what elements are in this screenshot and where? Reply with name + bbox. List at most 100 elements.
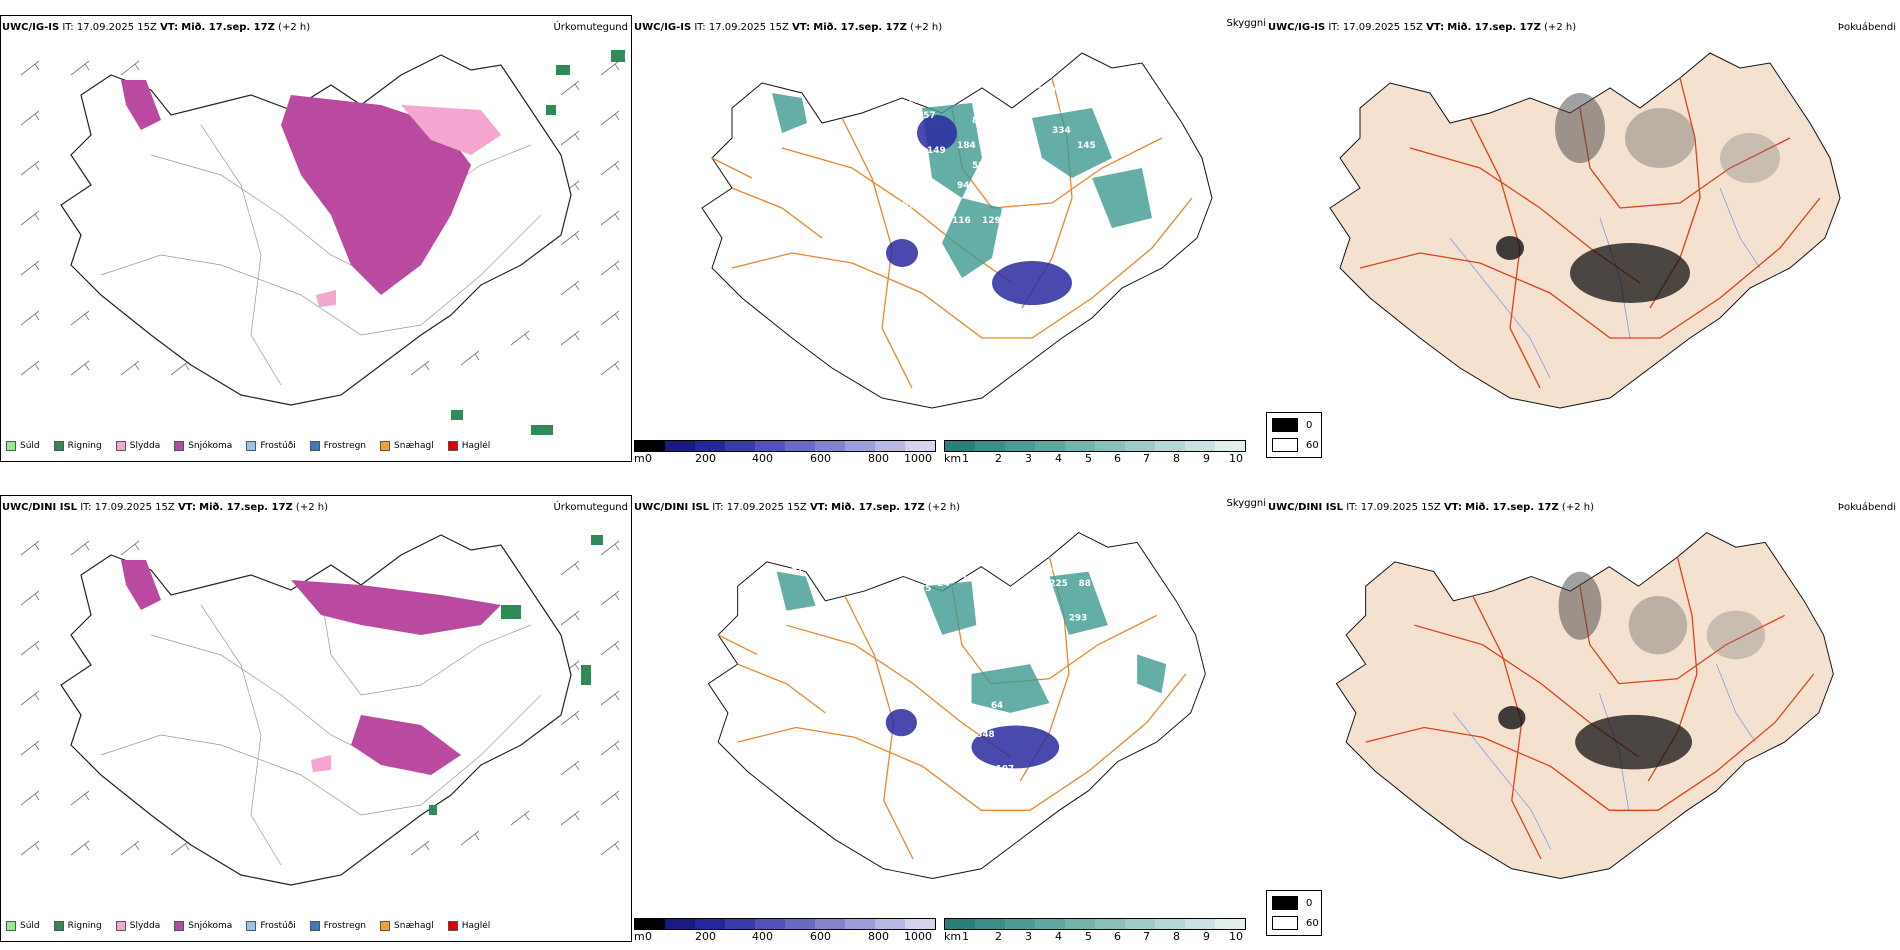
- legend-item: Rigning: [53, 441, 102, 451]
- legend-label: Slydda: [129, 441, 161, 451]
- station-value-label: 11: [777, 550, 789, 560]
- station-value-label: 149: [928, 638, 946, 648]
- legend-label: Súld: [20, 921, 40, 931]
- ceiling-tick: 200: [695, 930, 716, 943]
- station-value-label: 184: [957, 141, 976, 151]
- cbar-segment: [665, 441, 695, 451]
- station-value-label: 116: [952, 216, 971, 226]
- legend-swatch: [380, 921, 391, 931]
- visibility-tick: 9: [1203, 930, 1210, 943]
- legend-label: Slydda: [129, 921, 161, 931]
- cbar-segment: [1155, 919, 1185, 929]
- visibility-tick: 10: [1229, 930, 1243, 943]
- init-time: IT: 17.09.2025 15Z: [1346, 502, 1441, 513]
- visibility-tick: 5: [1085, 930, 1092, 943]
- station-value-label: 220: [1037, 86, 1056, 96]
- cloud-title: Skyggni: [1226, 498, 1266, 509]
- ceiling-unit: m: [634, 930, 645, 943]
- station-value-label: 150: [922, 81, 941, 91]
- model-name: UWC/IG-IS: [634, 22, 692, 33]
- visibility-tick: 4: [1055, 930, 1062, 943]
- valid-label: VT:: [792, 22, 811, 33]
- legend-item: Súld: [6, 441, 40, 451]
- visibility-tick: 1: [962, 930, 969, 943]
- valid-time: Mið. 17.sep. 17Z: [1465, 502, 1559, 513]
- ceiling-tick: 400: [752, 452, 773, 465]
- legend-label: Rigning: [67, 441, 102, 451]
- ceiling-colorbar: [634, 918, 936, 930]
- legend-item: Rigning: [53, 921, 102, 931]
- visibility-tick: 7: [1143, 452, 1150, 465]
- model-name: UWC/DINI ISL: [634, 502, 710, 513]
- legend-item: Slydda: [115, 921, 161, 931]
- valid-time: Mið. 17.sep. 17Z: [181, 22, 275, 33]
- init-time: IT: 17.09.2025 15Z: [694, 22, 789, 33]
- visibility-tick: 8: [1173, 930, 1180, 943]
- roads: [100, 594, 542, 866]
- precip-title: Úrkomutegund: [553, 22, 628, 33]
- cbar-segment: [875, 441, 905, 451]
- legend-swatch: [309, 441, 320, 451]
- legend-label: Snæhagl: [394, 921, 434, 931]
- cbar-segment: [975, 441, 1005, 451]
- cbar-segment: [695, 441, 725, 451]
- station-value-label: 129: [982, 216, 1001, 226]
- station-value-label: 107: [996, 764, 1014, 774]
- legend-label: Frostregn: [323, 441, 367, 451]
- station-value-label: 581: [972, 161, 991, 171]
- ceiling-unit: m: [634, 452, 645, 465]
- snow-areas: [121, 560, 501, 775]
- ceiling-tick: 200: [695, 452, 716, 465]
- legend-label: Frostúði: [260, 441, 296, 451]
- fog-shading: [1496, 93, 1780, 303]
- station-value-label: 23: [928, 686, 940, 696]
- legend-swatch: [115, 441, 126, 451]
- ceiling-tick: 0: [645, 930, 652, 943]
- visibility-tick: 1: [962, 452, 969, 465]
- fog-swatch: [1272, 438, 1298, 452]
- ceiling-colorbar: [634, 440, 936, 452]
- station-value-label: 94: [957, 181, 970, 191]
- visibility-fill: [776, 571, 1167, 713]
- legend-item: Haglél: [447, 921, 490, 931]
- station-value-label: 79: [898, 686, 910, 696]
- panel-header: UWC/DINI ISL IT: 17.09.2025 15Z VT: Mið.…: [2, 502, 328, 513]
- panel-header: UWC/IG-IS IT: 17.09.2025 15Z VT: Mið. 17…: [2, 22, 310, 33]
- legend-item: Snjókoma: [174, 441, 232, 451]
- valid-label: VT:: [1426, 22, 1445, 33]
- fog-swatch: [1272, 896, 1298, 910]
- panel-header: UWC/IG-IS IT: 17.09.2025 15Z VT: Mið. 17…: [634, 22, 942, 33]
- ceiling-tick: 800: [868, 930, 889, 943]
- ceiling-tick: 1000: [904, 452, 932, 465]
- visibility-tick: 2: [995, 930, 1002, 943]
- ceiling-fill: [885, 708, 1060, 769]
- legend-label: Frostregn: [323, 921, 367, 931]
- cbar-segment: [875, 919, 905, 929]
- station-value-label: 33: [991, 657, 1003, 667]
- cbar-segment: [1215, 919, 1245, 929]
- row-2: UWC/DINI ISL IT: 17.09.2025 15Z VT: Mið.…: [0, 480, 1900, 950]
- visibility-colorbar: [944, 918, 1246, 930]
- visibility-tick: 9: [1203, 452, 1210, 465]
- legend-label: Súld: [20, 441, 40, 451]
- cbar-segment: [1185, 441, 1215, 451]
- station-value-label: 334: [1052, 126, 1071, 136]
- wind-barbs: [20, 540, 620, 856]
- legend-label: Snæhagl: [394, 441, 434, 451]
- ceiling-tick: 600: [810, 452, 831, 465]
- cbar-segment: [1095, 919, 1125, 929]
- fog-legend-label: 60: [1306, 439, 1319, 451]
- station-value-label: 24: [937, 579, 949, 589]
- legend-item: Súld: [6, 921, 40, 931]
- precip-panel-frame: [0, 15, 632, 462]
- legend-swatch: [115, 921, 126, 931]
- station-value-label: 145: [1077, 141, 1096, 151]
- visibility-tick: 4: [1055, 452, 1062, 465]
- valid-label: VT:: [809, 502, 828, 513]
- visibility-tick: 5: [1085, 452, 1092, 465]
- station-value-label: 85: [947, 86, 960, 96]
- station-value-label: 80: [972, 116, 985, 126]
- cbar-segment: [755, 441, 785, 451]
